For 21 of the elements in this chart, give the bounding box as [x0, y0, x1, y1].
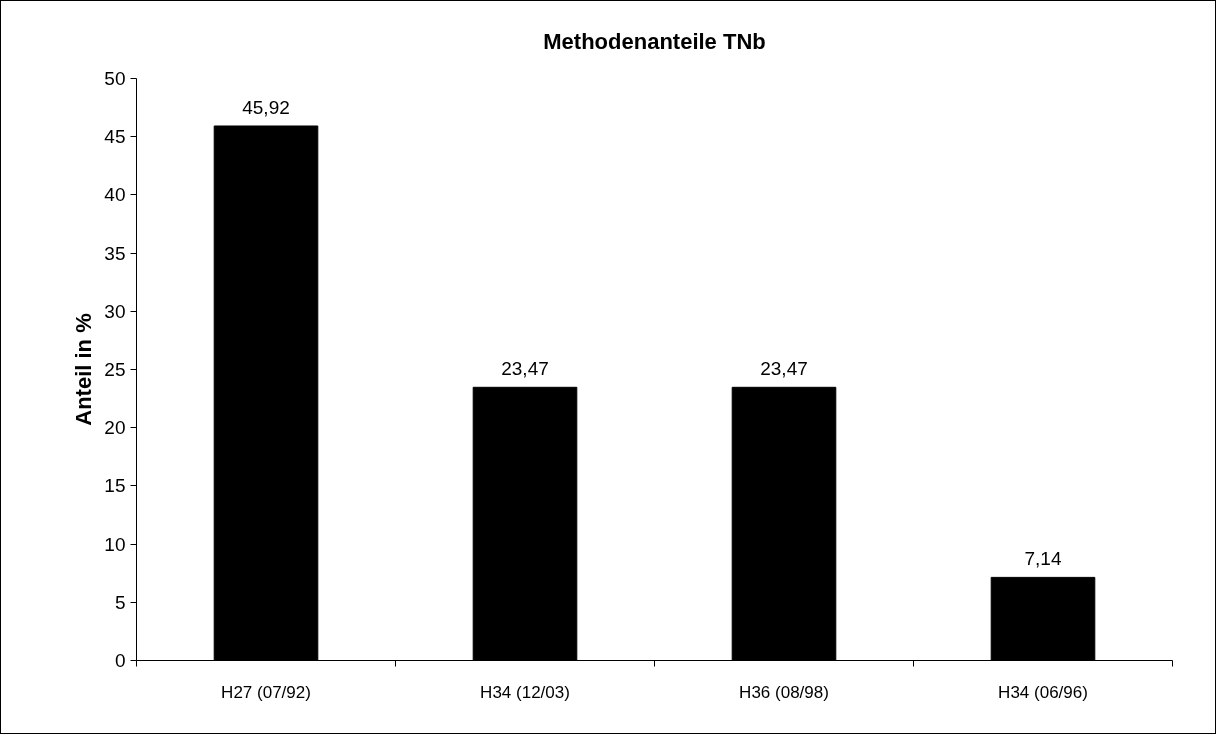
y-tick-label: 30 [104, 300, 126, 322]
data-label: 23,47 [760, 358, 808, 380]
x-tick-label: H34 (12/03) [480, 682, 570, 702]
y-tick-label: 10 [104, 533, 126, 555]
data-label: 45,92 [242, 96, 290, 118]
y-tick-label: 50 [104, 68, 126, 89]
data-label: 23,47 [501, 358, 549, 380]
y-tick-label: 15 [104, 475, 126, 497]
x-tick-label: H27 (07/92) [221, 682, 311, 702]
x-tick-label: H34 (06/96) [998, 682, 1088, 702]
y-tick-label: 25 [104, 359, 126, 380]
y-tick-label: 40 [104, 184, 126, 206]
y-tick-label: 45 [104, 126, 126, 148]
y-axis-title: Anteil in % [71, 313, 97, 426]
y-tick-label: 0 [114, 650, 126, 671]
y-tick-label: 20 [104, 417, 126, 439]
x-tick-label: H36 (08/98) [739, 682, 829, 702]
data-label: 7,14 [1024, 548, 1062, 570]
chart-title: Methodenanteile TNb [543, 28, 766, 54]
y-tick-label: 35 [104, 242, 126, 264]
y-tick-label: 5 [114, 591, 126, 613]
